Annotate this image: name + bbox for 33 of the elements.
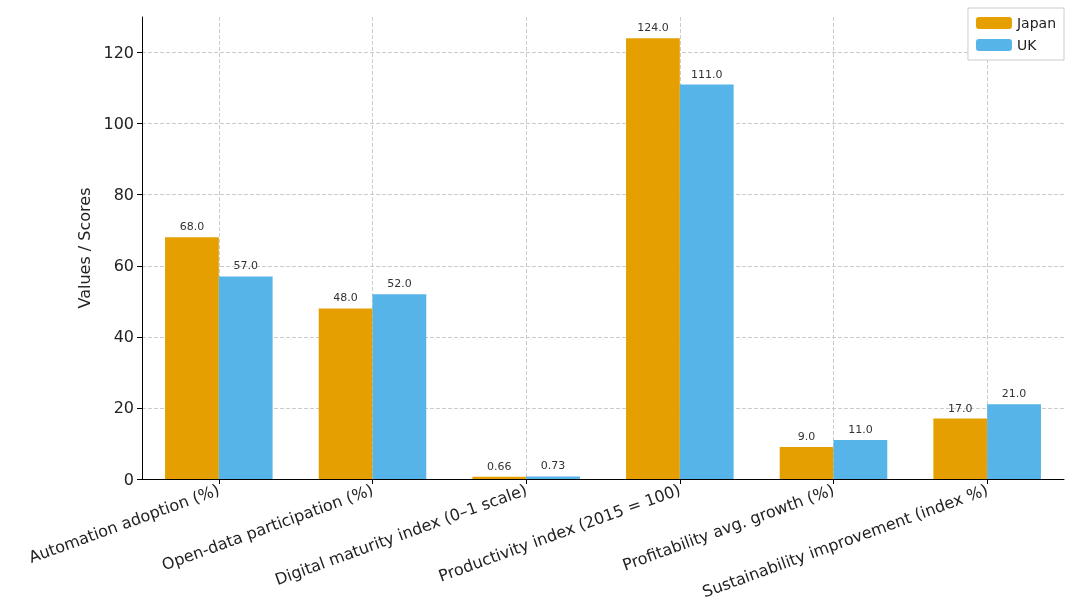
data-label: 17.0: [948, 401, 973, 415]
data-label: 124.0: [637, 21, 669, 35]
data-label: 68.0: [179, 220, 205, 234]
bar: [933, 418, 988, 479]
data-label: 9.0: [797, 430, 816, 444]
data-label: 11.0: [848, 422, 873, 436]
data-label: 21.0: [1001, 387, 1027, 401]
data-label: 0.66: [487, 459, 512, 473]
y-tick-label: 120: [103, 43, 134, 63]
bar: [318, 308, 373, 479]
y-tick-label: 40: [113, 327, 134, 347]
y-tick-label: 60: [113, 256, 134, 276]
bar: [833, 439, 888, 479]
bar: [218, 276, 273, 479]
data-label: 48.0: [333, 291, 358, 305]
data-label: 111.0: [690, 67, 723, 81]
bar: [526, 476, 580, 479]
legend-label: UK: [1016, 37, 1038, 53]
bar: [679, 84, 734, 479]
legend-label: Japan: [1015, 15, 1056, 31]
y-axis-title: Values / Scores: [74, 187, 94, 309]
bar: [372, 294, 427, 479]
data-label: 57.0: [233, 259, 258, 273]
bar: [987, 404, 1041, 479]
bar: [165, 237, 219, 479]
y-tick-label: 100: [103, 114, 134, 134]
y-tick-label: 20: [113, 398, 134, 418]
data-label: 52.0: [387, 277, 412, 291]
y-tick-label: 80: [113, 185, 134, 205]
bar: [626, 38, 680, 479]
data-label: 0.73: [540, 459, 566, 473]
bar: [779, 447, 834, 479]
y-tick-label: 0: [123, 469, 134, 489]
